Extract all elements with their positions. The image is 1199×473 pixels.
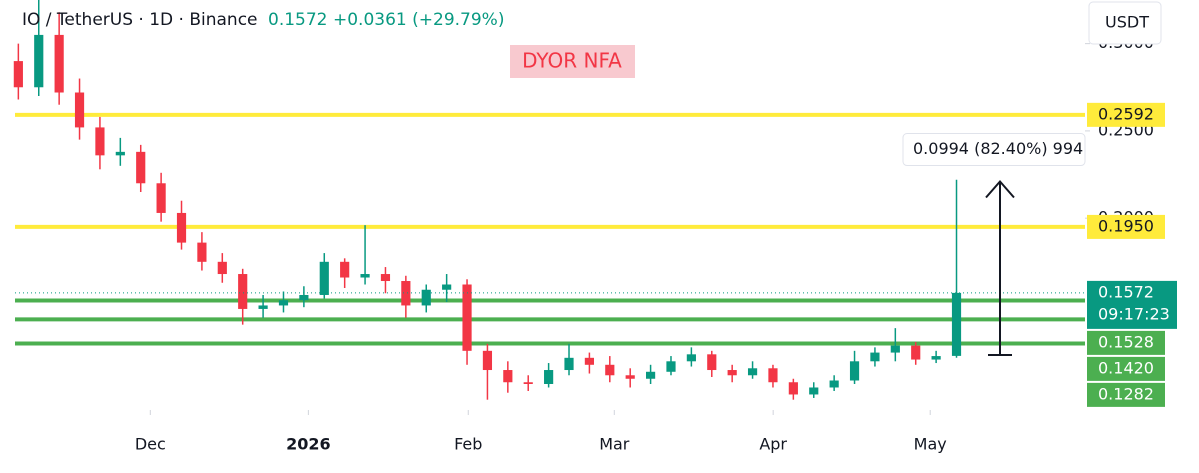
price-tag-label: 0.1950 [1098, 216, 1154, 235]
candle-body [747, 368, 758, 376]
candle-body [258, 305, 268, 309]
symbol: IO / TetherUS · 1D · Binance [22, 10, 258, 30]
candle-body [54, 34, 64, 93]
candle-body [462, 284, 472, 351]
candle-body [115, 151, 125, 156]
candle-body [564, 357, 574, 371]
candle-body [278, 300, 289, 306]
price-change: +0.0361 (+29.79%) [333, 10, 504, 30]
price-tag [1087, 382, 1165, 407]
candle-body [136, 151, 146, 184]
countdown: 09:17:23 [1098, 304, 1170, 323]
candle-body [197, 242, 207, 262]
annotation: DYOR NFA [522, 49, 622, 73]
candle-body [156, 183, 166, 213]
candle-body [768, 368, 778, 383]
candle-body [951, 292, 962, 356]
candle-body [707, 354, 717, 371]
candle-body [829, 380, 839, 388]
candle-body [482, 350, 493, 371]
price-tag [1087, 102, 1165, 127]
overlay: IO / TetherUS · 1D · Binance 0.1572 +0.0… [22, 10, 635, 78]
candle-body [319, 261, 329, 295]
candle-body [299, 294, 309, 301]
candle-body [911, 345, 921, 360]
candle-body [870, 352, 880, 362]
price-tag [1087, 214, 1165, 239]
candle-body [625, 375, 635, 379]
candle-body [95, 127, 105, 156]
candle-body [238, 274, 248, 309]
price-tag [1087, 356, 1165, 381]
x-tick-label: 2026 [286, 435, 331, 454]
candle-body [442, 284, 452, 290]
candle-body [401, 281, 411, 306]
candle-body [13, 61, 23, 88]
measure-label: 0.0994 (82.40%) 994 [913, 139, 1083, 158]
candle-body [523, 382, 533, 384]
candle-body [380, 274, 391, 282]
candle-body [176, 212, 187, 243]
candle-body [686, 354, 696, 362]
candle-body [788, 382, 798, 395]
candle-body [849, 361, 860, 381]
price-tag [1087, 330, 1165, 355]
price-tag-label: 0.1528 [1098, 332, 1154, 351]
candle-body [34, 34, 44, 88]
x-tick-label: Dec [135, 435, 166, 454]
x-tick-label: Mar [599, 435, 630, 454]
candle-body [727, 370, 737, 376]
price-tag-label: 0.1282 [1098, 384, 1154, 403]
candle-body [421, 289, 431, 306]
annotation-box [510, 45, 635, 78]
candle-body [890, 345, 900, 353]
candle-body [74, 92, 85, 128]
x-tick-label: Apr [759, 435, 787, 454]
measure-box [902, 133, 1086, 167]
candle-body [584, 357, 594, 365]
candle-body [931, 356, 941, 360]
x-tick-label: Feb [454, 435, 482, 454]
candle-body [340, 261, 350, 278]
candle-body [217, 261, 227, 275]
currency-box[interactable] [1088, 1, 1162, 45]
x-tick-label: May [914, 435, 947, 454]
price-tag-label: 0.1420 [1098, 358, 1154, 377]
current-price-tag [1087, 280, 1177, 329]
candle-body [503, 370, 513, 383]
candle-body [809, 387, 819, 395]
candle-body [666, 361, 676, 372]
candle-body [605, 364, 615, 376]
price-tag-label: 0.2592 [1098, 104, 1154, 123]
candle-body [544, 370, 554, 384]
current-price-label: 0.1572 [1098, 282, 1154, 301]
last-price: 0.1572 [268, 10, 327, 30]
measure-arrow [985, 180, 1015, 199]
candle-body [360, 274, 370, 278]
candle-body [646, 371, 656, 379]
price-tags: 0.2592 0.1950 0.1572 09:17:23 0.1528 0.1420 0.… [1087, 102, 1177, 407]
currency[interactable]: USDT [1105, 13, 1149, 32]
